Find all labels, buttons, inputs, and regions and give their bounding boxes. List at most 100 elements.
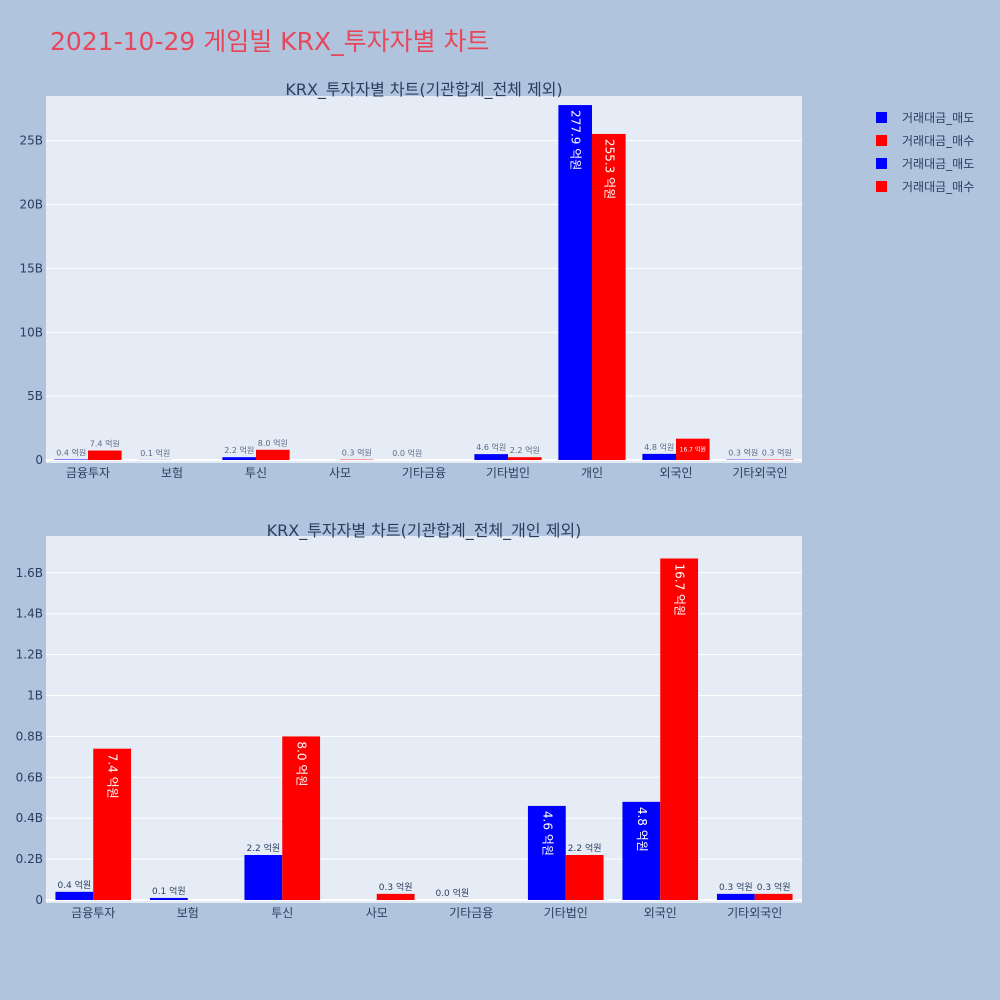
x-tick-label: 사모 — [329, 466, 351, 480]
x-tick-label: 투신 — [245, 466, 267, 480]
x-tick-label: 기타금융 — [449, 906, 493, 920]
legend-swatch-icon — [876, 112, 887, 123]
x-tick-label: 기타법인 — [544, 906, 588, 920]
data-label: 8.0 억원 — [258, 438, 288, 448]
y-tick-label: 0.4B — [16, 811, 43, 825]
data-label: 0.1 억원 — [152, 885, 186, 897]
legend-swatch-icon — [876, 181, 887, 192]
legend-swatch-icon — [876, 135, 887, 146]
bar-buy — [376, 893, 415, 900]
x-tick-label: 금융투자 — [66, 466, 110, 480]
y-tick-label: 20B — [19, 198, 43, 212]
legend-swatch-icon — [876, 158, 887, 169]
y-tick-label: 1.6B — [16, 566, 43, 580]
bar-sell — [222, 457, 256, 460]
x-tick-label: 투신 — [271, 906, 293, 920]
data-label: 0.3 억원 — [762, 448, 792, 458]
data-label: 2.2 억원 — [510, 445, 540, 455]
legend-label: 거래대금_매도 — [902, 157, 975, 171]
bar-sell — [527, 805, 566, 900]
bar-sell — [244, 855, 283, 900]
data-label: 0.3 억원 — [719, 881, 753, 893]
bar-buy — [88, 450, 122, 460]
data-label: 4.6 억원 — [540, 811, 554, 856]
x-tick-label: 개인 — [581, 466, 603, 480]
data-label: 0.3 억원 — [757, 881, 791, 893]
x-tick-label: 보험 — [161, 466, 183, 480]
bar-sell — [642, 453, 676, 460]
y-tick-label: 10B — [19, 325, 43, 339]
bar-buy — [93, 748, 132, 900]
data-label: 8.0 억원 — [295, 741, 309, 786]
legend[interactable]: 거래대금_매도 거래대금_매수 거래대금_매도 거래대금_매수 — [876, 106, 974, 198]
page-title: 2021-10-29 게임빌 KRX_투자자별 차트 — [50, 27, 490, 56]
data-label: 16.7 억원 — [680, 445, 706, 453]
y-tick-label: 1.2B — [16, 648, 43, 662]
data-label: 2.2 억원 — [568, 842, 602, 854]
x-tick-label: 외국인 — [659, 466, 692, 480]
legend-item-sell-2[interactable]: 거래대금_매도 — [876, 152, 974, 175]
bar-sell — [622, 801, 661, 900]
y-tick-label: 0 — [35, 453, 43, 467]
y-tick-label: 0.6B — [16, 770, 43, 784]
y-tick-label: 0 — [35, 893, 43, 907]
bar-sell — [149, 897, 188, 900]
data-label: 277.9 억원 — [569, 110, 583, 170]
x-tick-label: 기타금융 — [402, 466, 446, 480]
legend-item-buy-2[interactable]: 거래대금_매수 — [876, 175, 974, 198]
bar-sell — [54, 459, 88, 460]
y-tick-label: 5B — [27, 389, 43, 403]
data-label: 0.0 억원 — [435, 887, 469, 899]
data-label: 7.4 억원 — [106, 754, 120, 799]
bar-buy — [508, 457, 542, 460]
data-label: 4.8 억원 — [635, 807, 649, 852]
data-label: 0.4 억원 — [56, 447, 86, 457]
plot-area-0 — [46, 96, 802, 463]
data-label: 0.3 억원 — [342, 448, 372, 458]
bar-sell — [558, 105, 592, 461]
data-label: 7.4 억원 — [90, 439, 120, 449]
data-label: 4.8 억원 — [644, 442, 674, 452]
data-label: 4.6 억원 — [476, 442, 506, 452]
legend-label: 거래대금_매도 — [902, 111, 975, 125]
y-tick-label: 1B — [27, 689, 43, 703]
y-tick-label: 1.4B — [16, 607, 43, 621]
bar-buy — [282, 736, 321, 900]
x-tick-label: 보험 — [177, 906, 199, 920]
data-label: 0.3 억원 — [728, 448, 758, 458]
x-tick-label: 금융투자 — [71, 906, 115, 920]
bar-sell — [716, 893, 755, 900]
bar-buy — [592, 133, 626, 461]
y-tick-label: 25B — [19, 134, 43, 148]
data-label: 0.4 억원 — [57, 879, 91, 891]
data-label: 2.2 억원 — [224, 445, 254, 455]
chart-title-1: KRX_투자자별 차트(기관합계_전체_개인 제외) — [267, 521, 582, 541]
bar-buy — [256, 449, 290, 460]
data-label: 0.1 억원 — [140, 448, 170, 458]
y-tick-label: 15B — [19, 261, 43, 275]
legend-item-buy-1[interactable]: 거래대금_매수 — [876, 129, 974, 152]
data-label: 0.3 억원 — [379, 881, 413, 893]
bar-buy — [660, 558, 699, 900]
x-tick-label: 외국인 — [644, 906, 677, 920]
bar-buy — [676, 438, 710, 460]
bar-buy — [754, 893, 793, 900]
bar-buy — [565, 855, 604, 900]
x-tick-label: 사모 — [366, 906, 388, 920]
data-label: 255.3 억원 — [602, 139, 616, 199]
legend-label: 거래대금_매수 — [902, 134, 975, 148]
chart-title-0: KRX_투자자별 차트(기관합계_전체 제외) — [285, 80, 562, 100]
legend-item-sell-1[interactable]: 거래대금_매도 — [876, 106, 974, 129]
x-tick-label: 기타법인 — [486, 466, 530, 480]
bar-sell — [474, 454, 508, 460]
y-tick-label: 0.8B — [16, 729, 43, 743]
data-label: 0.0 억원 — [392, 448, 422, 458]
x-tick-label: 기타외국인 — [727, 906, 782, 920]
data-label: 2.2 억원 — [246, 842, 280, 854]
legend-label: 거래대금_매수 — [902, 180, 975, 194]
y-tick-label: 0.2B — [16, 852, 43, 866]
data-label: 16.7 억원 — [673, 563, 687, 616]
x-tick-label: 기타외국인 — [732, 466, 787, 480]
bar-sell — [55, 891, 94, 900]
